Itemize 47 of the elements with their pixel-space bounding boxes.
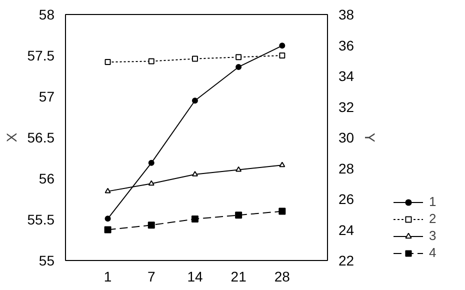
x-tick-label: 21 xyxy=(230,268,247,284)
point xyxy=(279,162,286,168)
x-tick-label: 7 xyxy=(147,268,156,284)
x-tick-label: 1 xyxy=(104,268,112,284)
legend-label: 4 xyxy=(429,245,438,260)
legend-label: 2 xyxy=(429,211,438,226)
point xyxy=(148,222,155,229)
point xyxy=(104,59,111,66)
y-tick-label: 55.5 xyxy=(27,212,55,228)
y2-tick-label: 26 xyxy=(338,191,354,207)
x-tick-label: 14 xyxy=(187,268,203,284)
y-tick-label: 57.5 xyxy=(27,48,55,64)
point xyxy=(148,160,154,166)
legend-label: 1 xyxy=(429,194,438,209)
point xyxy=(104,226,112,234)
y2-tick-label: 24 xyxy=(338,222,354,238)
y-tick-label: 57 xyxy=(38,88,55,104)
point xyxy=(192,98,198,104)
x-tick-label: 28 xyxy=(274,268,290,284)
point xyxy=(104,216,111,222)
point xyxy=(236,64,242,70)
y-tick-label: 55 xyxy=(38,252,55,268)
y2-tick-label: 36 xyxy=(338,37,354,54)
point xyxy=(279,42,286,49)
point xyxy=(191,215,198,222)
point xyxy=(235,212,242,219)
y-tick-label: 58 xyxy=(38,6,55,22)
y2-tick-label: 22 xyxy=(338,252,354,268)
y-tick-label: 56.5 xyxy=(27,130,55,146)
point xyxy=(148,180,154,186)
point xyxy=(148,58,154,64)
point xyxy=(236,166,242,172)
point xyxy=(278,208,286,215)
point xyxy=(192,171,198,176)
y2-tick-label: 28 xyxy=(338,160,354,176)
point xyxy=(279,52,286,58)
point xyxy=(236,54,242,60)
y2-tick-label: 38 xyxy=(338,6,354,22)
y2-axis-title: Y xyxy=(362,132,378,143)
y2-tick-label: 32 xyxy=(338,98,354,115)
legend-label: 3 xyxy=(429,228,438,243)
y2-tick-label: 30 xyxy=(338,130,354,146)
y-tick-label: 56 xyxy=(38,170,55,186)
y2-tick-label: 34 xyxy=(338,68,354,84)
y-axis-title: X xyxy=(3,132,20,142)
point xyxy=(104,188,111,194)
point xyxy=(192,56,198,62)
